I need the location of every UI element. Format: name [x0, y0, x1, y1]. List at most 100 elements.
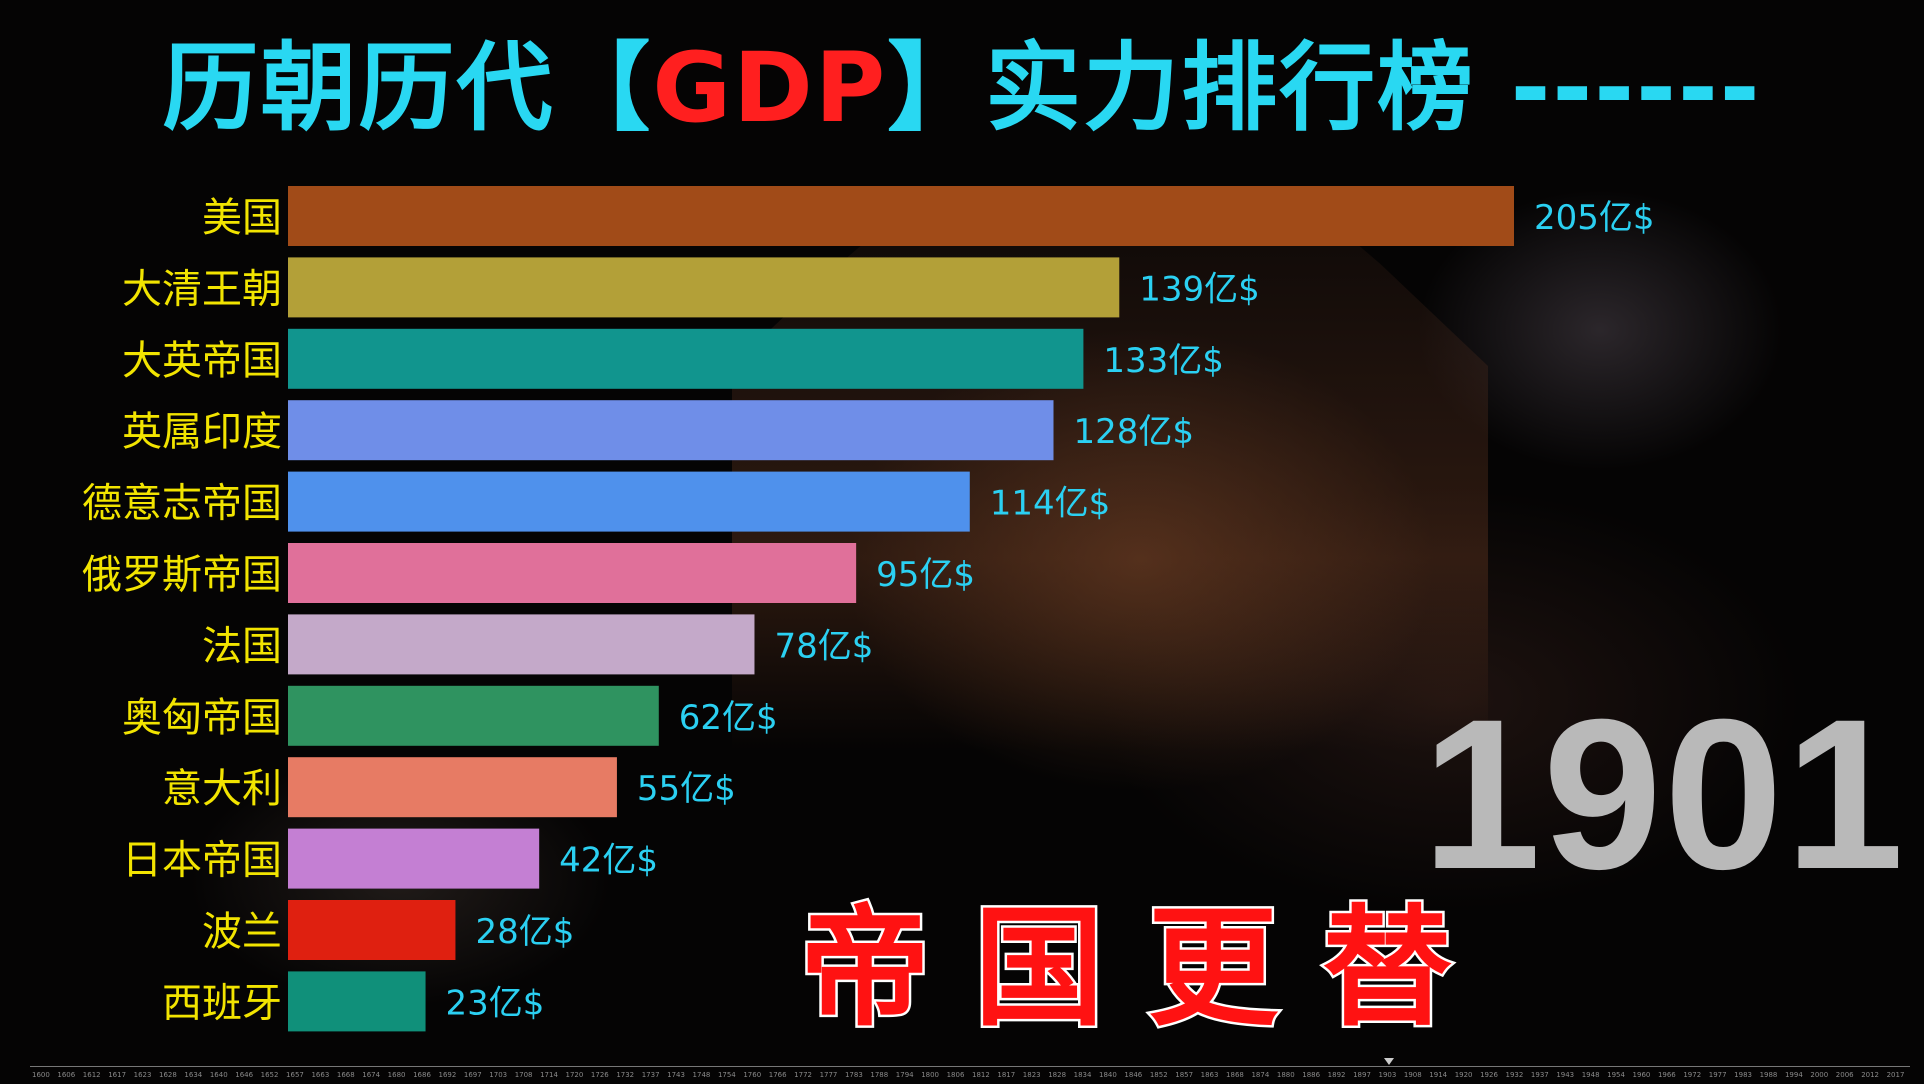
value-label-2: 133亿$ [1103, 341, 1224, 381]
timeline-tick-1646: 1646 [235, 1071, 253, 1079]
timeline-tick-1868: 1868 [1226, 1071, 1244, 1079]
timeline-tick-1812: 1812 [972, 1071, 990, 1079]
timeline-tick-1777: 1777 [820, 1071, 838, 1079]
bar-8 [288, 757, 617, 818]
chart-title: 历朝历代【GDP】实力排行榜 ------ [0, 28, 1924, 148]
timeline-tick-1680: 1680 [388, 1071, 406, 1079]
timeline-tick-1668: 1668 [337, 1071, 355, 1079]
bar-5 [288, 543, 857, 603]
timeline-tick-1914: 1914 [1429, 1071, 1447, 1079]
title-part-2: 】实力排行榜 ------ [887, 32, 1762, 144]
timeline-tick-1903: 1903 [1378, 1071, 1396, 1079]
timeline-tick-2017: 2017 [1887, 1071, 1905, 1079]
bar-2 [288, 328, 1084, 389]
bar-0 [288, 186, 1514, 246]
value-label-11: 23亿$ [446, 983, 545, 1023]
timeline-tick-1772: 1772 [794, 1071, 812, 1079]
timeline-tick-1720: 1720 [566, 1071, 584, 1079]
category-label-4: 德意志帝国 [82, 481, 282, 527]
timeline-tick-1840: 1840 [1099, 1071, 1117, 1079]
timeline-tick-1634: 1634 [184, 1071, 202, 1079]
timeline-tick-1714: 1714 [540, 1071, 558, 1079]
timeline-tick-1674: 1674 [362, 1071, 380, 1079]
timeline-tick-1926: 1926 [1480, 1071, 1498, 1079]
category-label-6: 法国 [202, 623, 282, 669]
value-label-7: 62亿$ [679, 698, 778, 738]
value-label-6: 78亿$ [774, 626, 873, 666]
timeline-tick-1983: 1983 [1734, 1071, 1752, 1079]
timeline-tick-1697: 1697 [464, 1071, 482, 1079]
timeline-ticks: 1600 1606 1612 1617 1623 1628 1634 1640 1646 1652… [32, 1071, 1905, 1079]
timeline-tick-1852: 1852 [1150, 1071, 1168, 1079]
timeline-tick-1628: 1628 [159, 1071, 177, 1079]
bar-1 [288, 257, 1120, 318]
timeline-tick-1703: 1703 [489, 1071, 507, 1079]
timeline-tick-1966: 1966 [1658, 1071, 1676, 1079]
category-label-11: 西班牙 [162, 980, 282, 1026]
category-label-8: 意大利 [162, 766, 282, 812]
timeline-tick-1920: 1920 [1455, 1071, 1473, 1079]
timeline-tick-1960: 1960 [1633, 1071, 1651, 1079]
timeline-tick-1663: 1663 [311, 1071, 329, 1079]
timeline-tick-1886: 1886 [1302, 1071, 1320, 1079]
category-label-9: 日本帝国 [122, 838, 282, 884]
timeline-tick-1937: 1937 [1531, 1071, 1549, 1079]
timeline-tick-1800: 1800 [921, 1071, 939, 1079]
timeline-tick-1817: 1817 [997, 1071, 1015, 1079]
bar-6 [288, 614, 755, 675]
timeline-tick-1623: 1623 [134, 1071, 152, 1079]
timeline-tick-1612: 1612 [83, 1071, 101, 1079]
bar-3 [288, 400, 1054, 461]
timeline-tick-1863: 1863 [1201, 1071, 1219, 1079]
timeline-tick-1640: 1640 [210, 1071, 228, 1079]
timeline-position-marker[interactable] [1384, 1058, 1394, 1065]
timeline-tick-1880: 1880 [1277, 1071, 1295, 1079]
timeline-tick-1948: 1948 [1582, 1071, 1600, 1079]
timeline-tick-1994: 1994 [1785, 1071, 1803, 1079]
timeline-tick-1846: 1846 [1124, 1071, 1142, 1079]
timeline-tick-1657: 1657 [286, 1071, 304, 1079]
timeline-tick-1977: 1977 [1709, 1071, 1727, 1079]
timeline-tick-1743: 1743 [667, 1071, 685, 1079]
current-year: 1901 [1421, 675, 1906, 914]
timeline-tick-1732: 1732 [616, 1071, 634, 1079]
category-label-5: 俄罗斯帝国 [82, 552, 282, 598]
timeline-tick-1954: 1954 [1607, 1071, 1625, 1079]
timeline-tick-1943: 1943 [1556, 1071, 1574, 1079]
timeline-tick-1783: 1783 [845, 1071, 863, 1079]
category-label-0: 美国 [202, 195, 282, 241]
timeline[interactable]: 1600 1606 1612 1617 1623 1628 1634 1640 1646 1652… [30, 1058, 1910, 1080]
timeline-tick-1892: 1892 [1328, 1071, 1346, 1079]
timeline-tick-1760: 1760 [743, 1071, 761, 1079]
category-label-1: 大清王朝 [122, 266, 282, 312]
timeline-tick-1806: 1806 [947, 1071, 965, 1079]
timeline-tick-1897: 1897 [1353, 1071, 1371, 1079]
timeline-tick-2006: 2006 [1836, 1071, 1854, 1079]
value-label-1: 139亿$ [1139, 269, 1260, 309]
category-label-3: 英属印度 [122, 409, 282, 455]
timeline-tick-1708: 1708 [515, 1071, 533, 1079]
timeline-tick-1766: 1766 [769, 1071, 787, 1079]
bar-10 [288, 900, 456, 960]
timeline-tick-2012: 2012 [1861, 1071, 1879, 1079]
category-label-10: 波兰 [202, 909, 282, 955]
value-label-5: 95亿$ [876, 555, 975, 595]
timeline-tick-1857: 1857 [1175, 1071, 1193, 1079]
category-label-2: 大英帝国 [122, 338, 282, 384]
value-label-3: 128亿$ [1074, 412, 1195, 452]
value-label-8: 55亿$ [637, 769, 736, 809]
value-label-9: 42亿$ [559, 841, 658, 881]
category-label-7: 奥匈帝国 [122, 695, 282, 741]
timeline-tick-1788: 1788 [870, 1071, 888, 1079]
timeline-tick-1823: 1823 [1023, 1071, 1041, 1079]
timeline-tick-2000: 2000 [1810, 1071, 1828, 1079]
timeline-tick-1652: 1652 [261, 1071, 279, 1079]
timeline-tick-1908: 1908 [1404, 1071, 1422, 1079]
timeline-tick-1737: 1737 [642, 1071, 660, 1079]
timeline-tick-1748: 1748 [693, 1071, 711, 1079]
bar-4 [288, 471, 970, 532]
value-label-0: 205亿$ [1534, 198, 1655, 238]
timeline-tick-1617: 1617 [108, 1071, 126, 1079]
timeline-tick-1686: 1686 [413, 1071, 431, 1079]
slogan-text: 帝国更替 [797, 889, 1497, 1047]
